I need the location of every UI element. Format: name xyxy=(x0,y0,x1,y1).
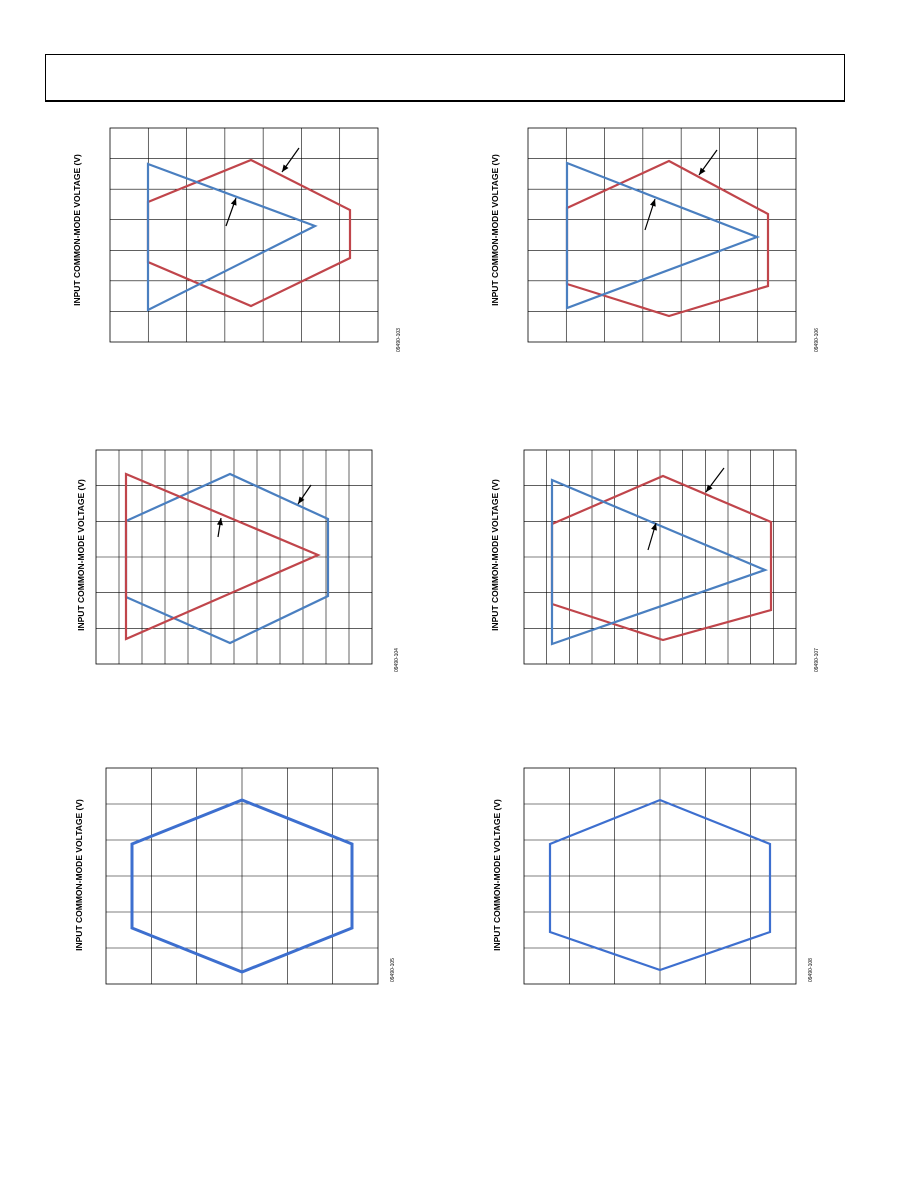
series-trace-blue-triangle xyxy=(550,478,769,646)
series-trace-red-hexagon xyxy=(146,158,352,308)
series-trace-blue-triangle xyxy=(146,162,318,312)
series-trace-blue-hexagon xyxy=(130,798,354,974)
figure-id: 09490-108 xyxy=(808,958,814,982)
chart-4: INPUT COMMON-MODE VOLTAGE (V) 09490-107 xyxy=(490,449,820,672)
series-trace-red-triangle xyxy=(124,472,321,641)
series-trace-red-hexagon xyxy=(565,159,770,318)
chart-5: INPUT COMMON-MODE VOLTAGE (V) 09490-105 xyxy=(74,767,396,985)
figure-id: 09490-104 xyxy=(394,648,400,672)
y-axis-label: INPUT COMMON-MODE VOLTAGE (V) xyxy=(72,154,82,306)
chart-2: INPUT COMMON-MODE VOLTAGE (V) 09490-106 xyxy=(490,127,820,352)
figure-id: 09490-105 xyxy=(390,958,396,982)
y-axis-label: INPUT COMMON-MODE VOLTAGE (V) xyxy=(76,479,86,631)
annotation-arrowhead xyxy=(282,164,289,172)
figure-6: INPUT COMMON-MODE VOLTAGE (V) 09490-108 xyxy=(478,760,838,1020)
figure-id: 09490-106 xyxy=(814,328,820,352)
annotation-arrowhead xyxy=(298,496,305,504)
annotation-arrowhead xyxy=(706,484,713,492)
y-axis-label: INPUT COMMON-MODE VOLTAGE (V) xyxy=(74,799,84,951)
figure-5: INPUT COMMON-MODE VOLTAGE (V) 09490-105 xyxy=(60,760,420,1020)
annotation-arrowhead xyxy=(651,523,657,531)
annotation-arrowhead xyxy=(230,198,237,206)
y-axis-label: INPUT COMMON-MODE VOLTAGE (V) xyxy=(490,154,500,306)
figure-id: 09490-103 xyxy=(396,328,402,352)
chart-1: INPUT COMMON-MODE VOLTAGE (V) 09490-103 xyxy=(72,127,402,352)
y-axis-label: INPUT COMMON-MODE VOLTAGE (V) xyxy=(490,479,500,631)
figure-4: INPUT COMMON-MODE VOLTAGE (V) 09490-107 xyxy=(478,440,838,700)
plot-frame xyxy=(527,127,797,343)
annotation-arrowhead xyxy=(699,167,706,175)
y-axis-label: INPUT COMMON-MODE VOLTAGE (V) xyxy=(492,799,502,951)
chart-3: INPUT COMMON-MODE VOLTAGE (V) 09490-104 xyxy=(76,449,400,672)
figure-id: 09490-107 xyxy=(814,648,820,672)
series-trace-blue-hexagon xyxy=(548,798,772,972)
figure-3: INPUT COMMON-MODE VOLTAGE (V) 09490-104 xyxy=(60,440,420,700)
series-trace-blue-hexagon xyxy=(124,472,330,645)
figure-1: INPUT COMMON-MODE VOLTAGE (V) 09490-103 xyxy=(60,120,420,380)
plot-frame xyxy=(109,127,379,343)
annotation-arrowhead xyxy=(216,518,223,526)
page-header-box xyxy=(45,54,845,102)
annotation-arrowhead xyxy=(649,199,656,207)
figure-2: INPUT COMMON-MODE VOLTAGE (V) 09490-106 xyxy=(478,120,838,380)
chart-6: INPUT COMMON-MODE VOLTAGE (V) 09490-108 xyxy=(492,767,814,985)
series-trace-blue-triangle xyxy=(565,161,761,310)
